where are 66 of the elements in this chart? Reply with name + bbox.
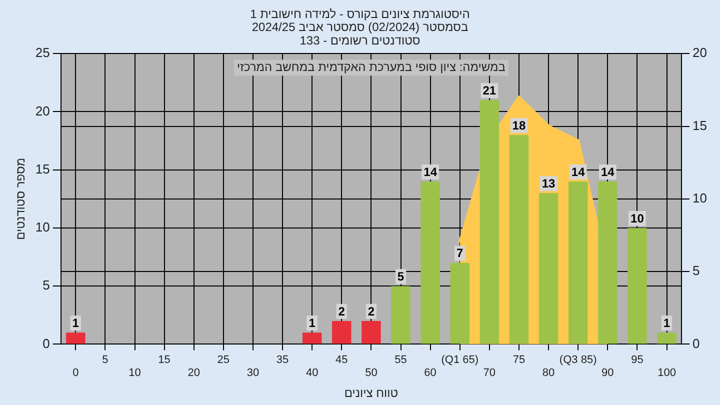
x-tick-label: 5 xyxy=(102,354,108,366)
data-label: 1 xyxy=(663,316,670,330)
y-tick-label: 10 xyxy=(35,220,50,235)
text: בסמסטר (02/2024) סמסטר אביב 2024/25 xyxy=(252,20,468,34)
x-tick-label: (Q1 65) xyxy=(441,354,479,366)
y-tick-label: 20 xyxy=(35,103,50,118)
x-tick-label: 90 xyxy=(602,367,614,380)
data-label: 7 xyxy=(456,246,464,260)
x-tick-label: 40 xyxy=(306,367,318,380)
data-label: 1 xyxy=(308,316,316,330)
bar xyxy=(362,320,381,344)
bar xyxy=(66,332,86,344)
x-tick-label: 100 xyxy=(658,367,676,380)
x-tick-label: 35 xyxy=(276,354,289,366)
data-label: 10 xyxy=(630,211,644,226)
data-label: 5 xyxy=(397,269,404,284)
x-axis-title: טווח ציונים xyxy=(344,386,398,400)
x-tick-label: 55 xyxy=(394,354,407,366)
x-tick-label: 10 xyxy=(128,367,141,380)
text: היסטוגרמת ציונים בקורס - למידה חישובית 1 xyxy=(250,6,470,21)
y2-tick-label: 10 xyxy=(692,190,708,206)
bar xyxy=(450,262,470,344)
data-label: 1 xyxy=(72,316,80,330)
x-tick-label: 50 xyxy=(365,367,378,380)
bar xyxy=(568,181,588,344)
text: סטודנטים רשומים - 133 xyxy=(300,33,420,48)
y2-tick-label: 20 xyxy=(692,45,708,60)
bar xyxy=(657,332,676,344)
x-tick-label: (Q3 85) xyxy=(559,354,597,366)
annotation: במשימה: ציון סופי במערכת האקדמית במחשב המרכזי xyxy=(236,60,506,74)
x-tick-label: 0 xyxy=(72,367,79,380)
y2-tick-label: 5 xyxy=(692,263,700,278)
bar xyxy=(332,320,352,344)
x-tick-label: 80 xyxy=(542,367,555,380)
bar xyxy=(628,228,647,344)
y2-tick-label: 0 xyxy=(692,336,700,351)
bar xyxy=(302,332,322,344)
data-label: 2 xyxy=(368,304,375,318)
x-tick-label: 70 xyxy=(483,367,496,380)
data-label: 14 xyxy=(571,164,586,179)
x-tick-label: 60 xyxy=(424,367,436,380)
y-axis-title: מספר סטודנטים xyxy=(14,158,28,240)
y-tick-label: 15 xyxy=(35,161,50,176)
bar xyxy=(420,181,440,344)
x-tick-label: 45 xyxy=(336,354,348,366)
data-label: 18 xyxy=(512,118,526,132)
y-tick-label: 25 xyxy=(35,45,50,60)
bar xyxy=(480,100,500,344)
data-label: 21 xyxy=(482,83,496,98)
x-tick-label: 20 xyxy=(188,367,200,380)
data-label: 2 xyxy=(338,304,346,318)
bar xyxy=(391,286,410,344)
y2-tick-label: 15 xyxy=(692,118,708,133)
x-tick-label: 15 xyxy=(158,354,170,366)
bar xyxy=(598,181,618,344)
data-label: 14 xyxy=(600,164,615,179)
x-tick-label: 30 xyxy=(246,367,260,380)
data-label: 13 xyxy=(542,176,556,190)
y-tick-label: 0 xyxy=(42,336,50,351)
bar xyxy=(538,193,558,344)
bar xyxy=(509,134,529,344)
y-tick-label: 5 xyxy=(42,278,50,293)
x-tick-label: 75 xyxy=(512,354,526,366)
data-label: 14 xyxy=(424,164,438,179)
x-tick-label: 95 xyxy=(631,354,644,366)
x-tick-label: 25 xyxy=(217,354,230,366)
